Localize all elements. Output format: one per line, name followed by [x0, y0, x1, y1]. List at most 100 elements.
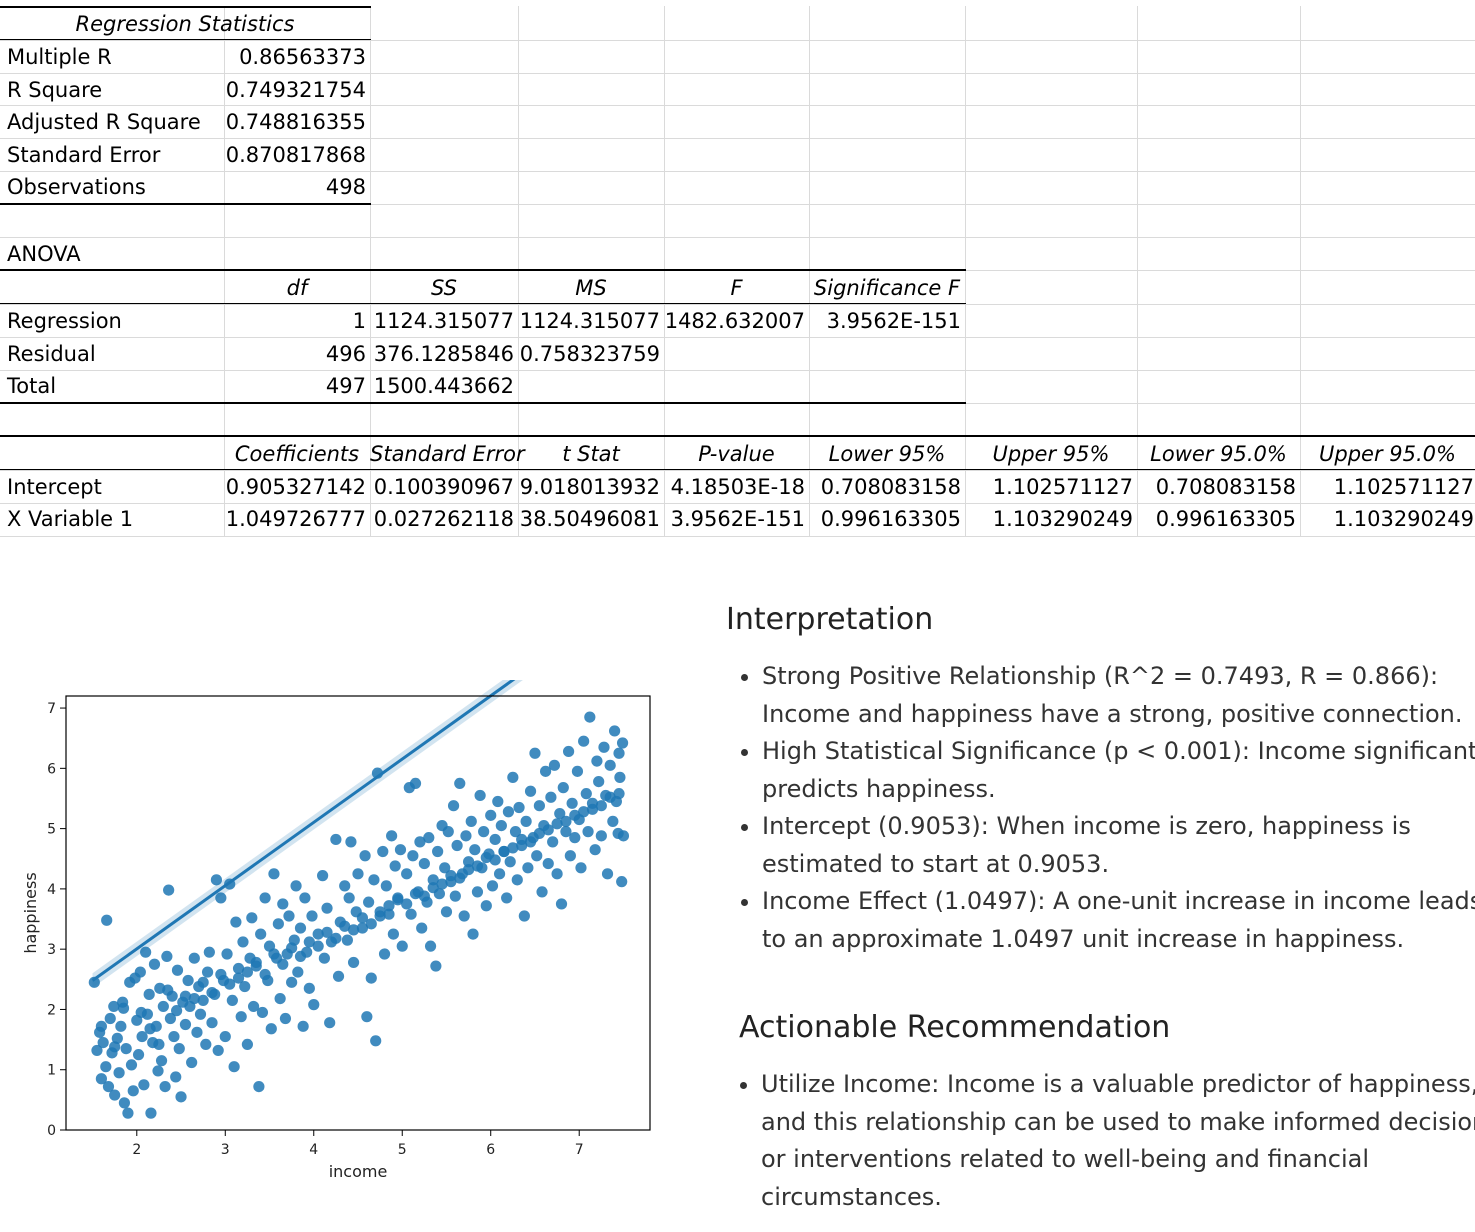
data-point — [97, 1036, 109, 1049]
data-point — [286, 942, 298, 954]
anova-cell[interactable]: 3.9562E-151 — [826, 309, 961, 333]
data-point — [414, 836, 426, 848]
recommendation-item: Utilize Income: Income is a valuable pre… — [761, 1066, 1475, 1216]
anova-cell[interactable]: 0.758323759 — [519, 342, 660, 366]
anova-cell[interactable]: 376.1285846 — [373, 342, 514, 366]
stat-value[interactable]: 0.86563373 — [239, 45, 366, 69]
coef-cell[interactable]: 1.049726777 — [225, 507, 366, 531]
data-point — [387, 928, 399, 940]
anova-cell[interactable]: 1124.315077 — [519, 309, 660, 333]
coef-cell[interactable]: 0.996163305 — [820, 507, 961, 531]
y-tick-label: 1 — [47, 1063, 56, 1079]
data-point — [152, 1065, 164, 1077]
data-point — [179, 990, 192, 1002]
data-point — [467, 928, 479, 940]
data-point — [560, 826, 572, 838]
data-point — [277, 958, 289, 970]
data-point — [607, 815, 619, 827]
data-point — [368, 874, 380, 886]
data-point — [502, 806, 515, 818]
x-tick-label: 2 — [132, 1142, 141, 1158]
anova-cell[interactable]: 1482.632007 — [664, 309, 805, 333]
scatter-chart: 2 3 4 5 6 7 0 1 2 3 4 5 6 7 income happiness — [0, 593, 680, 1200]
stat-value[interactable]: 0.870817868 — [225, 143, 366, 167]
grid-col-line — [809, 6, 810, 537]
anova-row-label: Residual — [7, 342, 96, 366]
grid-row-line — [0, 503, 1475, 504]
data-point — [394, 844, 407, 856]
coef-cell[interactable]: 4.18503E-18 — [670, 475, 805, 499]
data-point — [277, 898, 289, 910]
data-point — [359, 850, 371, 862]
anova-cell[interactable]: 496 — [325, 342, 366, 366]
anova-row-label: Total — [7, 374, 57, 398]
coef-cell[interactable]: 1.102571127 — [1333, 475, 1474, 499]
data-point — [593, 775, 605, 788]
coef-cell[interactable]: 0.708083158 — [820, 475, 961, 499]
grid-col-line — [965, 6, 966, 537]
coef-cell[interactable]: 1.103290249 — [992, 507, 1133, 531]
x-tick-label: 7 — [575, 1142, 584, 1158]
data-point — [230, 916, 242, 928]
grid-row-line — [0, 105, 1475, 106]
regression-statistics-title: Regression Statistics — [75, 12, 295, 36]
anova-cell[interactable]: 497 — [325, 374, 366, 398]
coef-cell[interactable]: 0.905327142 — [225, 475, 366, 499]
data-point — [542, 857, 554, 870]
data-point — [569, 809, 581, 821]
data-point — [584, 711, 596, 723]
data-point — [423, 832, 435, 844]
data-point — [210, 874, 223, 886]
y-tick-label: 6 — [47, 761, 56, 777]
interpretation-title: Interpretation — [726, 602, 934, 637]
stat-value[interactable]: 0.748816355 — [225, 110, 366, 134]
data-point — [430, 960, 442, 972]
grid-row-line — [0, 204, 1475, 205]
data-point — [297, 1020, 309, 1032]
coef-cell[interactable]: 0.708083158 — [1155, 475, 1296, 499]
data-point — [495, 819, 507, 832]
coef-cell[interactable]: 0.100390967 — [373, 475, 514, 499]
data-point — [485, 809, 497, 821]
coef-cell[interactable]: 9.018013932 — [519, 475, 660, 499]
stat-value[interactable]: 498 — [325, 175, 366, 199]
data-point — [191, 1026, 203, 1038]
data-point — [365, 918, 377, 930]
data-point — [330, 833, 342, 846]
data-point — [460, 830, 472, 842]
anova-cell[interactable]: 1124.315077 — [373, 309, 514, 333]
data-point — [339, 880, 351, 892]
anova-header-df: df — [286, 276, 308, 300]
coef-cell[interactable]: 1.103290249 — [1333, 507, 1474, 531]
data-point — [564, 850, 576, 862]
coef-cell[interactable]: 0.027262118 — [373, 507, 514, 531]
data-point — [206, 986, 218, 999]
data-point — [162, 984, 174, 996]
x-tick-label: 4 — [309, 1142, 318, 1158]
data-point — [108, 1000, 120, 1013]
data-point — [474, 789, 486, 802]
data-point — [299, 892, 311, 904]
grid-row-line — [0, 138, 1475, 139]
data-point — [533, 827, 545, 840]
coef-cell[interactable]: 1.102571127 — [992, 475, 1133, 499]
coef-cell[interactable]: 0.996163305 — [1155, 507, 1296, 531]
data-point — [557, 782, 569, 794]
data-point — [179, 1018, 192, 1031]
data-point — [159, 1081, 171, 1093]
y-tick-label: 5 — [47, 822, 56, 838]
data-point — [226, 994, 238, 1007]
data-point — [104, 1012, 116, 1025]
anova-cell[interactable]: 1500.443662 — [373, 374, 514, 398]
interpretation-list: Strong Positive Relationship (R^2 = 0.74… — [726, 658, 1475, 958]
data-point — [613, 747, 625, 759]
stat-value[interactable]: 0.749321754 — [225, 78, 366, 102]
data-point — [401, 898, 413, 910]
data-point — [432, 845, 444, 858]
data-point — [524, 785, 537, 797]
coef-cell[interactable]: 3.9562E-151 — [670, 507, 805, 531]
data-point — [120, 1043, 132, 1055]
anova-cell[interactable]: 1 — [352, 309, 366, 333]
coef-cell[interactable]: 38.50496081 — [519, 507, 660, 531]
data-point — [161, 950, 173, 962]
